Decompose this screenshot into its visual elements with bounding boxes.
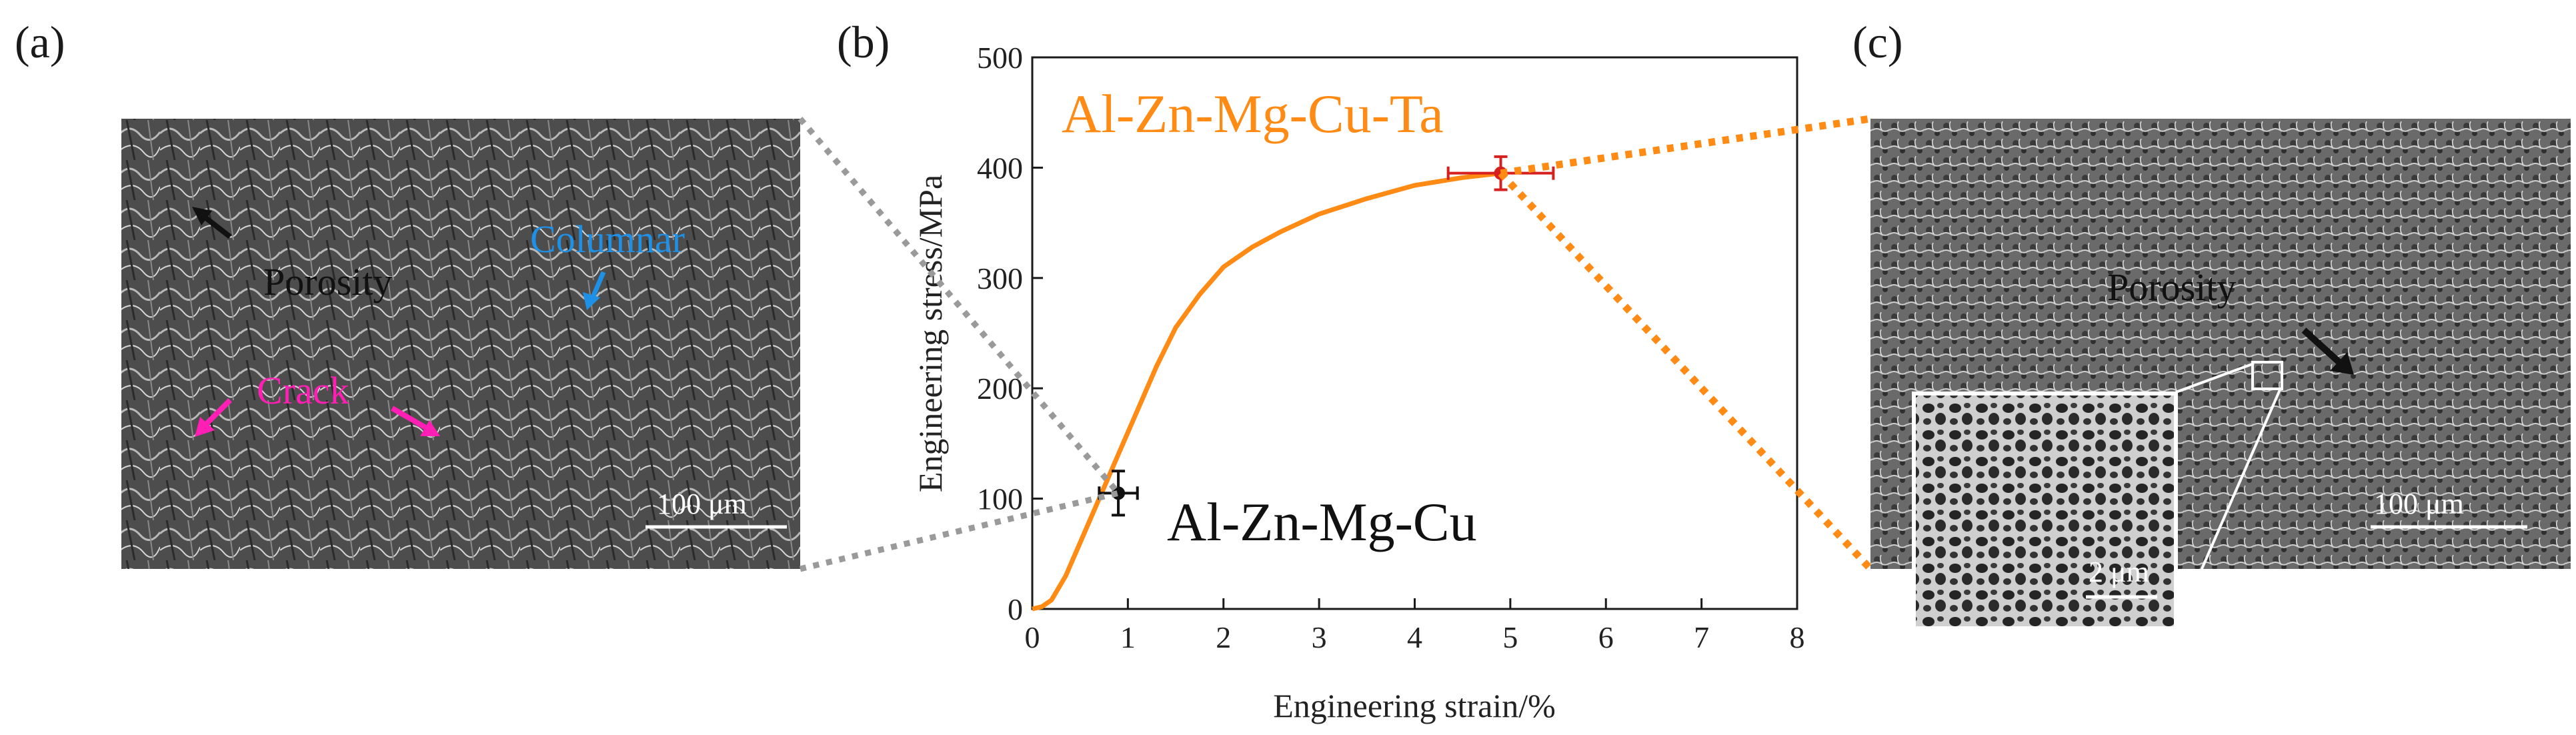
y-tick-label: 200 bbox=[977, 372, 1023, 406]
y-tick-label: 500 bbox=[977, 41, 1023, 75]
panel-label-c: (c) bbox=[1852, 17, 1902, 67]
series-label-al-zn-mg-cu-ta: Al-Zn-Mg-Cu-Ta bbox=[1062, 83, 1444, 144]
inset-source-box bbox=[2251, 361, 2283, 390]
panel-label-a: (a) bbox=[15, 17, 65, 67]
x-axis-title: Engineering strain/% bbox=[1273, 687, 1556, 724]
x-tick-label: 1 bbox=[1120, 620, 1136, 654]
x-tick-label: 4 bbox=[1407, 620, 1422, 654]
y-tick-label: 300 bbox=[977, 261, 1023, 295]
x-tick-label: 2 bbox=[1216, 620, 1231, 654]
inset-image bbox=[1912, 392, 2178, 630]
connector-a-bottom bbox=[799, 490, 1120, 572]
y-axis-title: Engineering stress/MPa bbox=[912, 175, 949, 492]
y-tick-label: 100 bbox=[977, 482, 1023, 516]
porosity-label-c: Porosity bbox=[2107, 265, 2236, 309]
x-tick-label: 6 bbox=[1598, 620, 1614, 654]
sem-image-a bbox=[121, 119, 800, 569]
scale-label-c: 100 μm bbox=[2374, 488, 2464, 520]
crack-arrowhead-right bbox=[420, 420, 440, 436]
y-tick-label: 0 bbox=[1008, 592, 1023, 626]
x-axis: 0 1 2 3 4 5 6 7 8 bbox=[1025, 598, 1805, 654]
x-tick-label: 8 bbox=[1790, 620, 1805, 654]
crack-arrow-right bbox=[391, 406, 428, 431]
porosity-arrowhead-c bbox=[2330, 352, 2354, 375]
connector-lines-a bbox=[798, 117, 1121, 572]
inset-callout-bottom bbox=[2175, 388, 2282, 629]
columnar-label: Columnar bbox=[530, 217, 685, 261]
series-line-al-zn-mg-cu-ta bbox=[1032, 171, 1501, 612]
x-tick-label: 7 bbox=[1694, 620, 1709, 654]
columnar-arrow bbox=[589, 271, 606, 300]
scale-label-a: 100 μm bbox=[657, 488, 747, 520]
porosity-label-a: Porosity bbox=[263, 260, 392, 303]
series-label-al-zn-mg-cu: Al-Zn-Mg-Cu bbox=[1167, 492, 1477, 552]
connector-c-bottom bbox=[1498, 170, 1874, 572]
panel-c: (c) Porosity 2 μm 100 μm bbox=[1852, 17, 2571, 630]
columnar-arrowhead bbox=[583, 292, 600, 310]
x-tick-label: 3 bbox=[1312, 620, 1327, 654]
crack-arrow-left bbox=[201, 398, 232, 429]
crack-arrowhead-left bbox=[195, 417, 215, 437]
connector-c-top bbox=[1500, 115, 1871, 177]
panel-a: (a) Porosity Columnar Crack 100 μm bbox=[15, 17, 800, 569]
x-tick-label: 0 bbox=[1025, 620, 1040, 654]
connector-lines-c bbox=[1498, 115, 1874, 572]
porosity-arrow-c bbox=[2301, 327, 2343, 366]
inset-scale-label: 2 μm bbox=[2089, 556, 2149, 588]
y-axis: 0 100 200 300 400 500 bbox=[977, 41, 1043, 626]
y-tick-label: 400 bbox=[977, 151, 1023, 185]
x-tick-label: 5 bbox=[1502, 620, 1518, 654]
inset-callout-top bbox=[2175, 362, 2255, 394]
porosity-arrowhead-a bbox=[192, 207, 212, 225]
panel-b: (b) 0 100 200 300 400 500 0 1 2 3 4 5 6 7 8 Engineeri… bbox=[837, 17, 1805, 724]
connector-a-top bbox=[798, 117, 1121, 496]
panel-label-b: (b) bbox=[837, 17, 890, 67]
crack-label: Crack bbox=[257, 369, 349, 412]
